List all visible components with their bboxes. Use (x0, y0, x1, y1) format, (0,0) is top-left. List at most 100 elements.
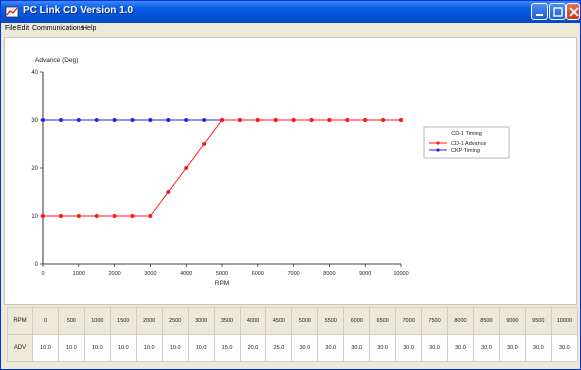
series-point-1 (166, 118, 171, 122)
series-point-1 (202, 118, 207, 122)
menu-help[interactable]: Help (82, 25, 97, 32)
close-button[interactable] (566, 3, 580, 20)
adv-cell[interactable]: 30.0 (524, 334, 552, 362)
rpm-cell[interactable]: 4000 (239, 307, 267, 335)
adv-cell[interactable]: 10.0 (187, 334, 215, 362)
x-tick-label: 9000 (359, 271, 371, 277)
x-tick-label: 0 (41, 271, 44, 277)
series-point-0 (58, 214, 63, 218)
rpm-cell[interactable]: 3000 (187, 307, 215, 335)
rpm-cell[interactable]: 5000 (291, 307, 319, 335)
adv-cell[interactable]: 10.0 (57, 334, 85, 362)
series-point-0 (255, 118, 260, 122)
series-point-0 (148, 214, 153, 218)
menu-communications[interactable]: Communications (32, 25, 85, 32)
adv-cell[interactable]: 30.0 (369, 334, 397, 362)
series-point-0 (291, 118, 296, 122)
series-point-0 (94, 214, 99, 218)
menu-edit[interactable]: Edit (17, 25, 30, 32)
series-point-1 (112, 118, 117, 122)
legend-entry-label: CKP Timing (451, 148, 480, 154)
rpm-cell[interactable]: 7000 (395, 307, 423, 335)
adv-row-label: ADV (7, 334, 33, 362)
rpm-cell[interactable]: 1000 (83, 307, 111, 335)
y-tick-label: 40 (31, 70, 38, 76)
x-tick-label: 4000 (180, 271, 192, 277)
rpm-cell[interactable]: 5500 (317, 307, 345, 335)
x-tick-label: 7000 (287, 271, 299, 277)
timing-chart: 0 10 20 30 40 0 1000 2000 3000 4000 5000 6000 7000 80… (31, 57, 510, 287)
x-tick-label: 3000 (144, 271, 156, 277)
rpm-cell[interactable]: 9000 (498, 307, 526, 335)
adv-cell[interactable]: 30.0 (498, 334, 526, 362)
menu-bar: File Edit Communications Help (1, 23, 580, 36)
series-point-0 (345, 118, 350, 122)
adv-cell[interactable]: 10.0 (135, 334, 163, 362)
adv-cell[interactable]: 30.0 (447, 334, 474, 362)
adv-cell[interactable]: 30.0 (343, 334, 371, 362)
rpm-cell[interactable]: 500 (57, 307, 85, 335)
y-tick-label: 0 (35, 262, 39, 268)
window-title: PC Link CD Version 1.0 (23, 5, 134, 16)
timing-table: RPM 0 500 1000 1500 2000 2500 3000 3500 4000 4500… (7, 307, 579, 362)
series-point-1 (148, 118, 153, 122)
adv-cell[interactable]: 30.0 (291, 334, 319, 362)
adv-cell[interactable]: 15.0 (213, 334, 241, 362)
rpm-cell[interactable]: 3500 (213, 307, 241, 335)
rpm-cell[interactable]: 10000 (550, 307, 579, 335)
minimize-icon (536, 14, 543, 16)
app-logo-icon (5, 6, 19, 18)
rpm-cell[interactable]: 2500 (161, 307, 189, 335)
series-point-1 (41, 118, 45, 122)
adv-cell[interactable]: 30.0 (395, 334, 423, 362)
minimize-button[interactable] (531, 3, 548, 20)
series-point-0 (220, 118, 224, 122)
adv-cell[interactable]: 10.0 (32, 334, 59, 362)
series-point-0 (309, 118, 314, 122)
adv-row: ADV 10.0 10.0 10.0 10.0 10.0 10.0 10.0 15.0 20.0… (7, 334, 579, 362)
series-point-0 (130, 214, 135, 218)
adv-cell[interactable]: 30.0 (317, 334, 345, 362)
rpm-cell[interactable]: 9500 (524, 307, 552, 335)
adv-cell[interactable]: 10.0 (109, 334, 137, 362)
y-tick-label: 10 (31, 214, 38, 220)
rpm-cell[interactable]: 4500 (265, 307, 293, 335)
series-point-0 (112, 214, 117, 218)
legend-entry-label: CD-1 Advance (451, 141, 486, 147)
maximize-button[interactable] (549, 3, 566, 20)
timing-chart-panel: 0 10 20 30 40 0 1000 2000 3000 4000 5000 6000 7000 80… (4, 37, 577, 305)
x-tick-label: 2000 (108, 271, 120, 277)
close-icon (569, 7, 579, 17)
series-point-0 (184, 166, 189, 170)
series-point-1 (184, 118, 189, 122)
legend-swatch-marker (436, 141, 440, 145)
rpm-cell[interactable]: 6000 (343, 307, 371, 335)
adv-cell[interactable]: 30.0 (472, 334, 500, 362)
series-point-0 (327, 118, 332, 122)
adv-cell[interactable]: 25.0 (265, 334, 293, 362)
adv-cell[interactable]: 10.0 (83, 334, 111, 362)
rpm-cell[interactable]: 2000 (135, 307, 163, 335)
title-bar[interactable]: PC Link CD Version 1.0 (1, 1, 580, 23)
series-point-1 (58, 118, 63, 122)
series-point-0 (273, 118, 278, 122)
adv-cell[interactable]: 30.0 (421, 334, 448, 362)
adv-cell[interactable]: 30.0 (550, 334, 579, 362)
timing-table-panel: RPM 0 500 1000 1500 2000 2500 3000 3500 4000 4500… (1, 305, 580, 369)
series-point-1 (76, 118, 81, 122)
menu-file[interactable]: File (5, 25, 17, 32)
adv-cell[interactable]: 10.0 (161, 334, 189, 362)
maximize-icon (553, 7, 563, 17)
series-point-0 (76, 214, 81, 218)
series-point-0 (166, 190, 171, 194)
rpm-cell[interactable]: 8000 (447, 307, 474, 335)
x-axis-title: RPM (215, 280, 229, 287)
x-tick-label: 1000 (73, 271, 85, 277)
adv-cell[interactable]: 20.0 (239, 334, 267, 362)
rpm-cell[interactable]: 8500 (472, 307, 500, 335)
rpm-cell[interactable]: 1500 (109, 307, 137, 335)
series-point-0 (363, 118, 368, 122)
rpm-cell[interactable]: 7500 (421, 307, 448, 335)
rpm-cell[interactable]: 0 (32, 307, 59, 335)
rpm-cell[interactable]: 6500 (369, 307, 397, 335)
